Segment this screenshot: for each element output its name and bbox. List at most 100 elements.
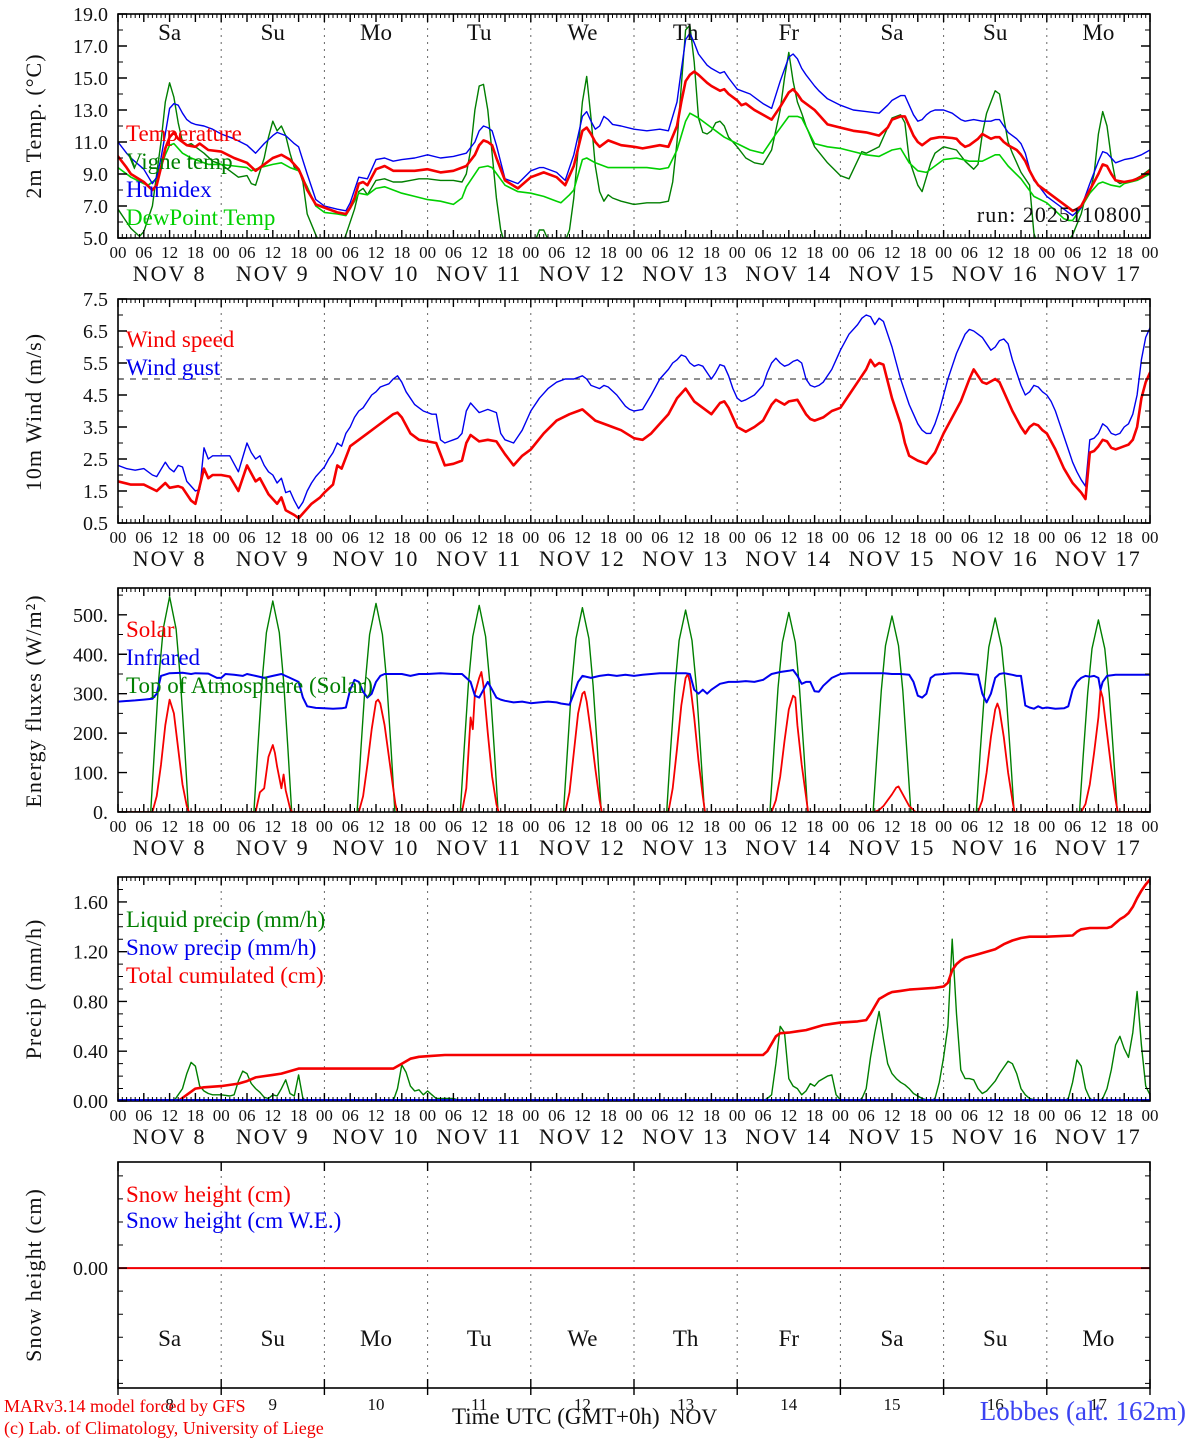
hour-tick-label: 18 [600, 817, 617, 836]
hour-tick-label: 06 [1064, 243, 1081, 262]
y-tick-label: 1.60 [73, 892, 108, 914]
date-label: NOV 15 [849, 261, 936, 286]
legend-item-snow-height-cm-: Snow height (cm) [126, 1182, 291, 1207]
hour-tick-label: 18 [703, 243, 720, 262]
hour-tick-label: 00 [935, 1106, 952, 1125]
day-gridlines [220, 588, 1048, 812]
hour-tick-label: 18 [1116, 817, 1133, 836]
hour-tick-label: 18 [1013, 243, 1030, 262]
date-label: NOV 11 [436, 1124, 522, 1149]
hour-tick-label: 06 [445, 528, 462, 547]
curve-vigne-temp [118, 24, 1150, 238]
panel-4: 0.00 Sa Su Mo Tu We Th Fr Sa Su Mo 8 9 10 11 12 13 14 15 16… [73, 1161, 1151, 1414]
hour-tick-label: 00 [419, 243, 436, 262]
hour-tick-label: 12 [884, 243, 901, 262]
hour-tick-label: 18 [187, 1106, 204, 1125]
hour-tick-label: 12 [264, 817, 281, 836]
y-tick-label: 1.20 [73, 942, 108, 964]
hour-tick-label: 06 [755, 243, 772, 262]
hour-tick-label: 12 [677, 817, 694, 836]
hour-tick-label: 00 [110, 1106, 127, 1125]
curve-solar [118, 671, 1150, 812]
hour-tick-label: 18 [393, 817, 410, 836]
hour-tick-label: 00 [626, 1106, 643, 1125]
date-label: NOV 14 [745, 546, 832, 571]
y-axis-label-precip: Precip (mm/h) [21, 918, 46, 1060]
date-label: NOV 14 [745, 1124, 832, 1149]
hour-tick-label: 12 [574, 243, 591, 262]
hour-tick-label: 00 [832, 817, 849, 836]
date-label: NOV 11 [436, 546, 522, 571]
hour-tick-label: 00 [832, 243, 849, 262]
day-number-label: 9 [269, 1395, 278, 1414]
date-label: NOV 10 [333, 1124, 420, 1149]
day-name-label: Su [261, 1326, 286, 1351]
day-number-label: 8 [165, 1395, 174, 1414]
legend-item-snow-precip-mm-h-: Snow precip (mm/h) [126, 935, 317, 960]
date-label: NOV 9 [236, 546, 310, 571]
legend-item-top-of-atmosphere-solar-: Top of Atmosphere (Solar) [126, 673, 373, 698]
y-tick-label: 5.0 [83, 228, 108, 250]
hour-tick-label: 00 [419, 817, 436, 836]
hour-tick-label: 00 [316, 817, 333, 836]
legend-snow: Snow height (cm) Snow height (cm W.E.) [126, 1182, 341, 1234]
day-number-label: 10 [368, 1395, 385, 1414]
hour-tick-label: 06 [342, 528, 359, 547]
day-name-label: Sa [158, 1326, 181, 1351]
hour-tick-label: 18 [909, 817, 926, 836]
major-ticks [117, 1162, 1151, 1395]
hour-tick-label: 18 [497, 817, 514, 836]
legend-energy: Solar Infrared Top of Atmosphere (Solar) [126, 616, 373, 700]
hour-tick-label: 00 [213, 528, 230, 547]
hour-tick-label: 06 [342, 243, 359, 262]
hour-tick-label: 12 [574, 1106, 591, 1125]
hour-tick-label: 12 [471, 243, 488, 262]
minor-ticks [118, 1175, 1150, 1384]
date-label: NOV 9 [236, 261, 310, 286]
panel-0: 5.0 7.0 9.0 11.0 13.0 15.0 17.0 19.0 00 06 12 18 00 0… [73, 4, 1159, 286]
day-gridlines [220, 877, 1048, 1101]
y-axis-label-snow: Snow height (cm) [21, 1188, 46, 1362]
y-tick-label: 5.5 [83, 353, 108, 375]
y-tick-label: 3.5 [83, 417, 108, 439]
hour-tick-label: 00 [213, 243, 230, 262]
day-name-label: Sa [881, 1326, 904, 1351]
day-name-label: Su [261, 20, 286, 45]
hour-tick-label: 12 [368, 528, 385, 547]
date-label: NOV 10 [333, 835, 420, 860]
hour-tick-label: 00 [729, 243, 746, 262]
day-name-label: Su [983, 1326, 1008, 1351]
day-name-label: Mo [1082, 1326, 1114, 1351]
hour-tick-label: 12 [987, 528, 1004, 547]
date-label: NOV 14 [745, 835, 832, 860]
hour-tick-label: 06 [961, 528, 978, 547]
hour-tick-label: 18 [187, 817, 204, 836]
panel-2: 0. 100. 200. 300. 400. 500. 00 06 12 18 00 06 12 18 00… [73, 587, 1159, 860]
y-tick-label: 0.40 [73, 1041, 108, 1063]
hour-tick-label: 00 [522, 1106, 539, 1125]
major-ticks [117, 298, 1151, 524]
hour-tick-label: 12 [1090, 528, 1107, 547]
date-label: NOV 12 [539, 1124, 626, 1149]
hour-tick-label: 12 [780, 528, 797, 547]
hour-tick-label: 00 [522, 817, 539, 836]
hour-tick-label: 12 [471, 528, 488, 547]
curve-wind-gust [118, 314, 1150, 510]
hour-tick-label: 06 [239, 243, 256, 262]
hour-tick-label: 18 [290, 528, 307, 547]
hour-tick-label: 12 [161, 1106, 178, 1125]
hour-tick-label: 06 [548, 817, 565, 836]
hour-tick-label: 00 [1038, 1106, 1055, 1125]
hour-tick-label: 06 [651, 817, 668, 836]
footer-model-credit: MARv3.14 model forced by GFS [4, 1396, 246, 1416]
day-number-label: 12 [574, 1395, 591, 1414]
day-gridlines [220, 14, 1048, 238]
hour-tick-label: 12 [368, 243, 385, 262]
y-tick-label: 13.0 [73, 100, 108, 122]
hour-tick-label: 12 [1090, 243, 1107, 262]
hour-tick-label: 12 [264, 1106, 281, 1125]
y-tick-label: 11.0 [74, 132, 108, 154]
hour-tick-label: 06 [445, 817, 462, 836]
day-name-label: Mo [1082, 20, 1114, 45]
